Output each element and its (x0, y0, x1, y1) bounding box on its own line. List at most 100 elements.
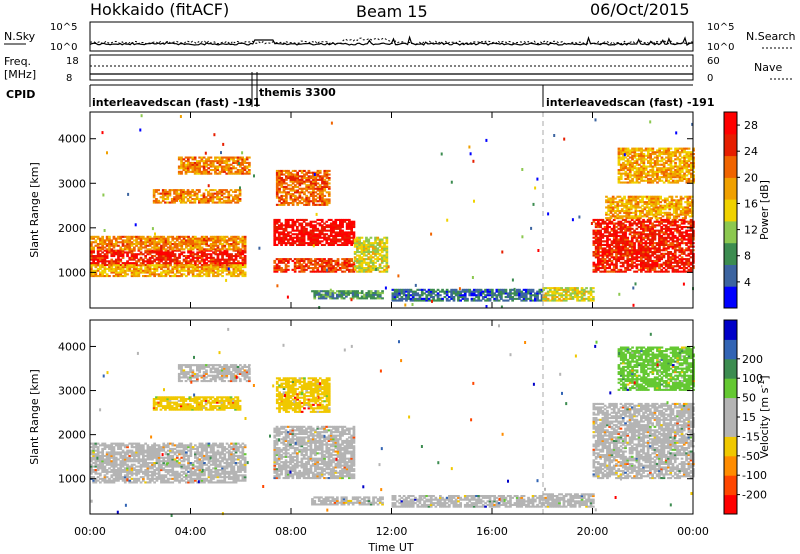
power-colorbar-swatch-3 (724, 220, 737, 244)
power-region-13 (605, 195, 694, 220)
x-axis-label: Time UT (367, 541, 413, 554)
velocity-colorbar-tick-label-6: 100 (742, 372, 763, 385)
x-tick-label-6: 00:00 (677, 525, 709, 538)
velocity-ytick-label-1: 2000 (58, 429, 86, 442)
velocity-colorbar-swatch-6 (724, 378, 737, 399)
velocity-colorbar-swatch-0 (724, 494, 737, 515)
x-tick-label-1: 04:00 (175, 525, 207, 538)
cpid-row: CPID interleavedscan (fast) -191 themis … (6, 72, 714, 109)
noise-left-tick-top: 10^5 (50, 22, 77, 33)
power-colorbar-swatch-8 (724, 112, 737, 135)
velocity-colorbar-swatch-9 (724, 320, 737, 340)
velocity-region-7 (542, 493, 595, 508)
power-region-6 (273, 258, 356, 273)
power-region-0 (90, 249, 247, 266)
velocity-region-2 (177, 364, 251, 383)
velocity-region-3 (273, 425, 356, 480)
velocity-colorbar-swatch-3 (724, 436, 737, 457)
beam-title: Beam 15 (356, 2, 428, 21)
power-ytick-label-2: 3000 (58, 177, 86, 190)
velocity-colorbar-swatch-4 (724, 417, 737, 437)
power-colorbar-frame (723, 111, 738, 309)
noise-right-tick-top: 10^5 (707, 22, 734, 33)
velocity-panel: 1000 2000 3000 4000 Slant Range [km] -200 -1… (28, 319, 772, 517)
power-region-7 (275, 169, 331, 206)
date-title: 06/Oct/2015 (590, 0, 690, 19)
nave-tick-bottom: 0 (707, 73, 713, 84)
power-y-axis: 1000 2000 3000 4000 (58, 133, 693, 279)
velocity-colorbar: -200 -100 -50 -15 15 50 100 200 (723, 319, 767, 515)
power-region-3 (152, 189, 242, 204)
power-colorbar-label: Power [dB] (758, 180, 771, 240)
velocity-colorbar-swatch-7 (724, 358, 737, 379)
velocity-colorbar-swatch-5 (724, 397, 737, 418)
freq-panel: Freq. [MHz] 18 8 60 0 Nave (4, 54, 792, 84)
cpid-seg-3: interleavedscan (fast) -191 (546, 96, 714, 109)
power-colorbar-swatch-2 (724, 242, 737, 265)
x-tick-label-3: 12:00 (376, 525, 408, 538)
radar-title: Hokkaido (fitACF) (90, 0, 229, 19)
velocity-region-4 (275, 377, 331, 413)
power-y-label: Slant Range [km] (28, 162, 41, 258)
velocity-colorbar-tick-label-5: 50 (742, 392, 756, 405)
noise-right-label: N.Search (746, 30, 796, 43)
velocity-colorbar-tick-label-4: 15 (742, 411, 756, 424)
power-ytick-label-0: 1000 (58, 266, 86, 279)
power-colorbar-swatch-0 (724, 286, 737, 309)
velocity-colorbar-swatch-8 (724, 339, 737, 360)
x-tick-label-5: 20:00 (577, 525, 609, 538)
power-colorbar-swatch-4 (724, 199, 737, 222)
power-region-1 (90, 235, 247, 251)
velocity-colorbar-label: Velocity [m s-1] (757, 375, 772, 458)
power-colorbar-tick-label-2: 12 (744, 224, 758, 237)
freq-frame (89, 54, 694, 81)
power-sparse-points (101, 114, 694, 309)
power-region-10 (391, 288, 544, 302)
velocity-region-6 (391, 495, 544, 508)
freq-label-2: [MHz] (4, 68, 36, 81)
power-region-4 (177, 156, 251, 175)
power-region-12 (592, 218, 695, 273)
velocity-y-axis: 1000 2000 3000 4000 (58, 340, 693, 486)
velocity-ytick-label-3: 4000 (58, 340, 86, 353)
power-region-2 (90, 264, 247, 278)
power-colorbar-swatch-1 (724, 264, 737, 287)
noise-left-tick-bottom: 10^0 (50, 42, 77, 53)
velocity-colorbar-tick-label-0: -200 (742, 489, 767, 502)
cpid-label: CPID (6, 88, 35, 101)
power-region-8 (311, 290, 384, 300)
x-tick-label-0: 00:00 (74, 525, 106, 538)
power-colorbar-swatch-5 (724, 177, 737, 200)
velocity-colorbar-tick-label-2: -50 (742, 450, 760, 463)
velocity-ytick-label-2: 3000 (58, 385, 86, 398)
velocity-colorbar-swatch-2 (724, 455, 737, 476)
power-colorbar-tick-label-5: 24 (744, 145, 758, 158)
velocity-ytick-label-0: 1000 (58, 473, 86, 486)
nave-tick-top: 60 (707, 56, 720, 67)
x-tick-label-2: 08:00 (275, 525, 307, 538)
velocity-region-9 (617, 346, 695, 391)
velocity-region-8 (592, 402, 695, 480)
velocity-colorbar-tick-label-1: -100 (742, 469, 767, 482)
velocity-region-0 (90, 442, 247, 484)
power-region-5 (273, 218, 356, 246)
freq-tick-bottom: 8 (66, 73, 72, 84)
power-colorbar-tick-label-4: 20 (744, 171, 758, 184)
power-panel: 1000 2000 3000 4000 Slant Range [km] 4 8 12 16… (28, 111, 771, 309)
power-colorbar-tick-label-6: 28 (744, 119, 758, 132)
freq-tick-top: 18 (66, 56, 79, 67)
power-frame (89, 111, 694, 309)
power-ytick-label-1: 2000 (58, 222, 86, 235)
power-colorbar-swatch-7 (724, 133, 737, 157)
power-cells (90, 114, 695, 309)
power-colorbar-tick-label-3: 16 (744, 197, 758, 210)
noise-panel: N.Sky 10^5 10^0 10^5 10^0 N.Search (4, 21, 796, 53)
velocity-region-5 (311, 496, 384, 506)
x-axis: 00:00 04:00 08:00 12:00 16:00 20:00 00:00 (74, 112, 709, 538)
power-ytick-label-3: 4000 (58, 133, 86, 146)
velocity-colorbar-swatch-1 (724, 475, 737, 496)
velocity-y-label: Slant Range [km] (28, 369, 41, 465)
noise-frame (89, 21, 694, 52)
x-tick-label-4: 16:00 (476, 525, 508, 538)
